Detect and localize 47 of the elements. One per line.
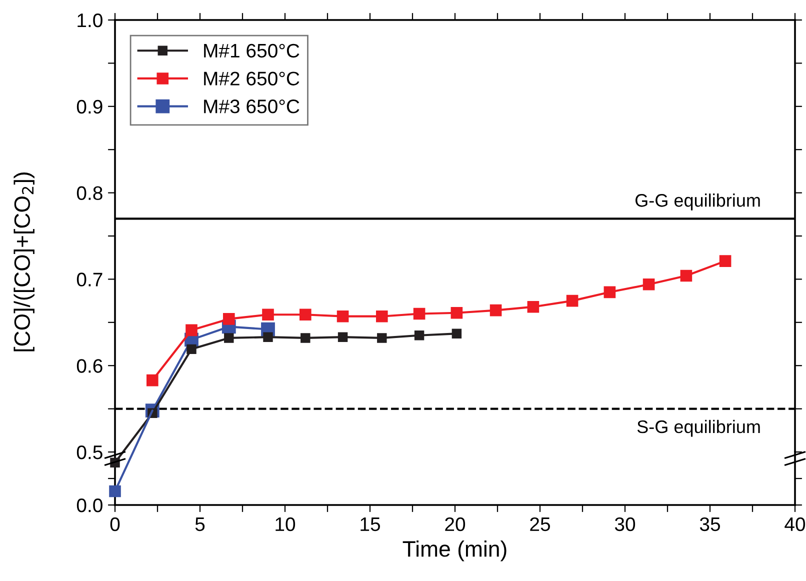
x-axis-title: Time (min)	[402, 540, 506, 562]
point	[224, 333, 234, 343]
y-tick-label: 0.5	[76, 445, 102, 460]
point	[299, 308, 312, 321]
point	[604, 286, 616, 298]
y-tick-label: 0.8	[76, 186, 102, 200]
point	[186, 344, 196, 354]
point	[490, 304, 502, 316]
x-tick-label: 20	[445, 517, 466, 532]
ref-line-label: G-G equilibrium	[635, 194, 760, 210]
x-tick-label: 30	[614, 517, 636, 532]
y-tick-label: 0.0	[76, 498, 102, 512]
x-tick-label: 35	[700, 517, 720, 532]
point	[452, 328, 462, 338]
ref-line-label: S-G equilibrium	[637, 420, 760, 437]
x-tick-label: 5	[195, 518, 205, 532]
point	[336, 310, 349, 322]
y-tick-label: 1.0	[78, 13, 102, 28]
point	[300, 333, 310, 343]
y-axis-title: [CO]/([CO]+[CO$_{2}$])	[14, 172, 34, 352]
point	[450, 306, 463, 319]
x-tick-label: 25	[530, 517, 550, 532]
point	[680, 270, 692, 282]
point	[413, 308, 426, 320]
point	[719, 255, 732, 267]
legend-label: M#3 650°C	[204, 100, 300, 114]
point	[642, 278, 655, 290]
point	[262, 308, 274, 321]
y-tick-label: 0.6	[76, 359, 102, 373]
legend-label: M#1 650°C	[204, 44, 300, 58]
x-tick-label: 0	[110, 517, 120, 532]
point	[222, 313, 235, 325]
x-tick-label: 40	[784, 517, 806, 532]
y-tick-label: 0.9	[76, 100, 102, 114]
point	[263, 332, 273, 342]
point	[527, 300, 540, 313]
point	[566, 294, 578, 307]
point	[186, 324, 198, 336]
point	[376, 310, 388, 322]
point	[377, 333, 387, 343]
point	[414, 330, 424, 340]
y-tick-label: 0.7	[76, 272, 102, 286]
legend-label: M#2 650°C	[204, 72, 300, 86]
x-tick-label: 15	[360, 518, 380, 532]
x-tick-label: 10	[276, 517, 296, 532]
point	[338, 332, 348, 342]
point	[146, 374, 158, 386]
